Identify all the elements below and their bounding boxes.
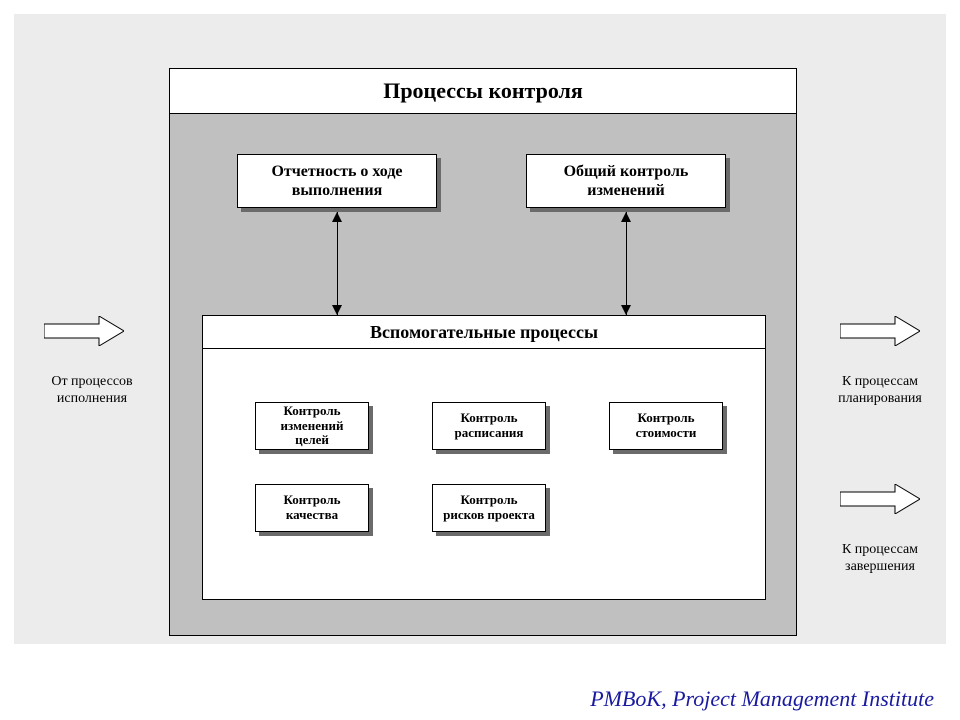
box-cost-control: Контрольстоимости	[609, 402, 723, 450]
label-to-planning: К процессампланирования	[820, 374, 940, 408]
box-reporting-label: Отчетность о ходевыполнения	[271, 162, 402, 200]
box-schedule-control: Контрольрасписания	[432, 402, 546, 450]
box-change-control-label: Общий контрольизменений	[564, 162, 689, 200]
arrow-right-out-1-icon	[840, 316, 920, 346]
arrowhead-up-icon	[621, 212, 631, 222]
sub-title: Вспомогательные процессы	[202, 315, 766, 349]
box-goal-change-control-label: Контрольизмененийцелей	[281, 404, 344, 449]
box-change-control: Общий контрольизменений	[526, 154, 726, 208]
diagram-canvas: Процессы контроля Отчетность о ходевыпол…	[14, 14, 946, 644]
arrow-right-out-2-icon	[840, 484, 920, 514]
arrow-left-in-icon	[44, 316, 124, 346]
box-reporting: Отчетность о ходевыполнения	[237, 154, 437, 208]
arrowhead-up-icon	[332, 212, 342, 222]
box-quality-control-label: Контролькачества	[283, 493, 340, 523]
box-goal-change-control: Контрольизмененийцелей	[255, 402, 369, 450]
main-title-text: Процессы контроля	[383, 78, 583, 104]
sub-title-text: Вспомогательные процессы	[370, 322, 598, 343]
arrowhead-down-icon	[332, 305, 342, 315]
box-cost-control-label: Контрольстоимости	[636, 411, 697, 441]
box-schedule-control-label: Контрольрасписания	[455, 411, 524, 441]
label-from-execution: От процессовисполнения	[32, 374, 152, 408]
arrowhead-down-icon	[621, 305, 631, 315]
connector-change-control	[626, 212, 627, 315]
main-title: Процессы контроля	[169, 68, 797, 114]
connector-reporting	[337, 212, 338, 315]
box-quality-control: Контролькачества	[255, 484, 369, 532]
label-to-closing: К процессамзавершения	[820, 542, 940, 576]
box-risk-control-label: Контрольрисков проекта	[443, 493, 535, 523]
box-risk-control: Контрольрисков проекта	[432, 484, 546, 532]
footer-citation: PMBoK, Project Management Institute	[590, 686, 934, 712]
sub-frame	[202, 315, 766, 600]
